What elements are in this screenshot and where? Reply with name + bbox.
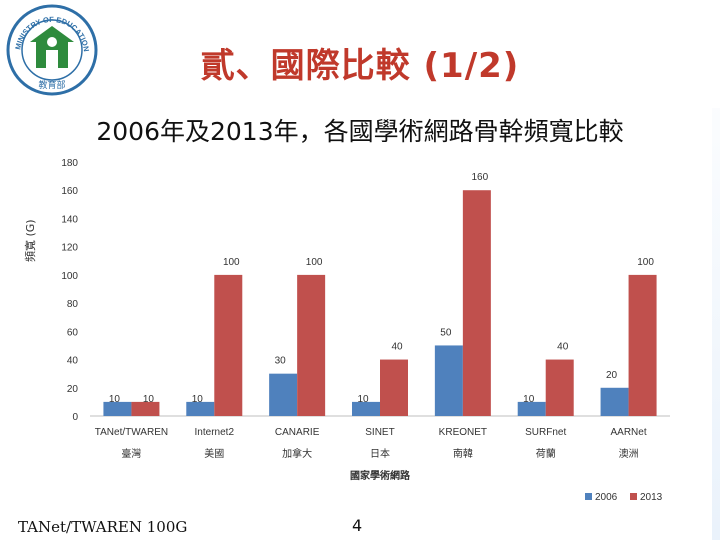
data-label-2006-5: 10 — [523, 394, 535, 405]
bar-2006-0 — [103, 401, 132, 416]
x-tick-label: Internet2 — [195, 427, 235, 438]
x-tick-label: TANet/TWAREN — [95, 427, 168, 438]
bar-2013-6 — [628, 274, 657, 416]
y-tick-label: 0 — [72, 412, 78, 423]
y-tick-label: 80 — [67, 299, 79, 310]
data-label-2013-2: 100 — [306, 257, 323, 268]
page-number: 4 — [352, 516, 363, 535]
y-tick-label: 20 — [67, 384, 79, 395]
x-tick-label-zh: 加拿大 — [282, 447, 312, 460]
y-tick-label: 60 — [67, 327, 79, 338]
y-tick-label: 160 — [61, 186, 78, 197]
footer-label: TANet/TWAREN 100G — [18, 518, 188, 536]
x-tick-label: AARNet — [611, 427, 647, 438]
data-label-2006-4: 50 — [440, 327, 452, 338]
y-tick-label: 100 — [61, 271, 78, 282]
bar-2006-6 — [600, 387, 629, 416]
data-label-2013-4: 160 — [472, 172, 489, 183]
y-tick-label: 140 — [61, 214, 78, 225]
legend-label-2013: 2013 — [640, 492, 663, 503]
x-tick-label: SINET — [365, 427, 394, 438]
bar-2006-3 — [352, 401, 380, 416]
svg-text:教育部: 教育部 — [38, 79, 65, 91]
bandwidth-bar-chart: 0 20 40 60 80 100 120 140 160 180 10 10 TANet/TWAREN… — [61, 158, 670, 503]
ministry-of-education-logo: MINISTRY OF EDUCATION 教育部 — [6, 4, 98, 96]
bar-2006-4 — [434, 345, 463, 416]
slide-header: MINISTRY OF EDUCATION 教育部 貳、國際比較 (1/2) — [0, 0, 720, 108]
data-label-2013-3: 40 — [391, 342, 403, 353]
data-label-2013-6: 100 — [637, 257, 654, 268]
x-tick-label-zh: 荷蘭 — [536, 447, 556, 460]
bar-2006-1 — [186, 401, 215, 416]
bar-2013-5 — [545, 359, 574, 416]
data-label-2006-2: 30 — [275, 356, 287, 367]
x-tick-label-zh: 日本 — [370, 447, 390, 460]
x-axis-title: 國家學術網路 — [350, 469, 411, 482]
x-tick-label-zh: 臺灣 — [121, 447, 141, 460]
bar-2013-2 — [297, 274, 326, 416]
y-tick-label: 120 — [61, 243, 78, 254]
y-tick-label: 40 — [67, 356, 79, 367]
legend-swatch-2013 — [630, 493, 637, 500]
bar-2013-0 — [131, 401, 160, 416]
data-label-2006-3: 10 — [357, 394, 369, 405]
data-label-2006-0: 10 — [109, 394, 121, 405]
bar-2013-1 — [214, 274, 243, 416]
x-tick-label-zh: 澳洲 — [619, 447, 639, 460]
legend-label-2006: 2006 — [595, 492, 618, 503]
data-label-2013-5: 40 — [557, 342, 569, 353]
data-label-2013-1: 100 — [223, 257, 240, 268]
data-label-2006-1: 10 — [192, 394, 204, 405]
x-tick-label: KREONET — [439, 427, 487, 438]
bar-2013-3 — [380, 359, 408, 416]
y-tick-label: 180 — [61, 158, 78, 169]
bar-2013-4 — [462, 190, 491, 416]
x-tick-label-zh: 南韓 — [453, 447, 473, 460]
decorative-strip — [712, 0, 720, 540]
x-tick-label: SURFnet — [525, 427, 566, 438]
slide-title: 貳、國際比較 (1/2) — [200, 46, 520, 86]
x-tick-label-zh: 美國 — [204, 447, 224, 460]
data-label-2013-0: 10 — [143, 394, 155, 405]
x-tick-label: CANARIE — [275, 427, 320, 438]
data-label-2006-6: 20 — [606, 370, 618, 381]
bar-2006-5 — [517, 401, 546, 416]
bar-2006-2 — [269, 373, 298, 416]
chart-subtitle: 2006年及2013年，各國學術網路骨幹頻寬比較 — [96, 117, 624, 146]
legend-swatch-2006 — [585, 493, 592, 500]
